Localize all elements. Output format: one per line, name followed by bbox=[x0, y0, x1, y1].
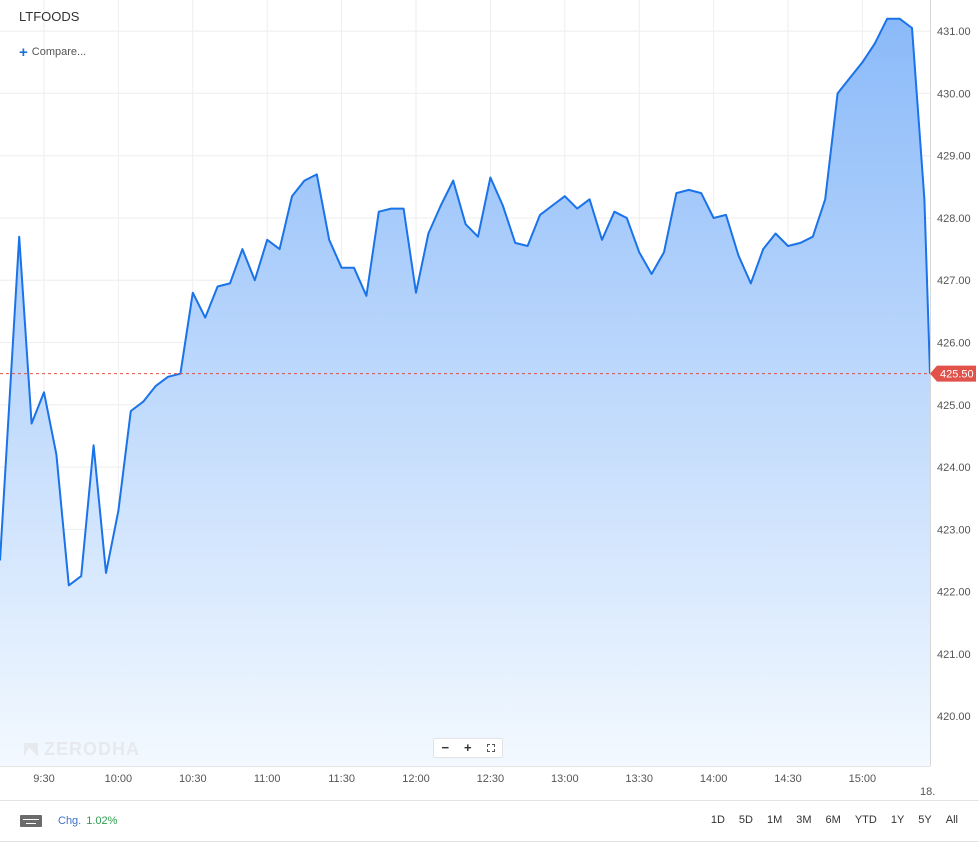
chart-area[interactable]: 420.00 421.00 422.00 423.00 424.00 425.00 426.… bbox=[0, 0, 979, 800]
compare-label: Compare... bbox=[31, 46, 87, 58]
x-tick-label: 12:30 bbox=[477, 773, 505, 785]
y-tick-label: 426.00 bbox=[937, 338, 971, 350]
change-value: 1.02% bbox=[86, 815, 118, 827]
chart-footer: Chg. 1.02% 1D 5D 1M 3M 6M YTD 1Y 5Y All bbox=[0, 800, 979, 842]
price-chart[interactable]: 420.00 421.00 422.00 423.00 424.00 425.00 426.… bbox=[0, 0, 979, 800]
last-price-label: 425.50 bbox=[940, 369, 974, 381]
range-button-1d[interactable]: 1D bbox=[710, 814, 725, 826]
x-tick-label: 15:00 bbox=[849, 773, 877, 785]
price-line bbox=[0, 17, 931, 587]
last-price-badge bbox=[930, 365, 976, 382]
y-tick-label: 424.00 bbox=[937, 462, 971, 474]
zoom-out-button[interactable]: − bbox=[441, 740, 450, 755]
range-button-ytd[interactable]: YTD bbox=[854, 814, 877, 826]
zerodha-logo-icon bbox=[24, 742, 38, 757]
change-indicator: Chg. 1.02% bbox=[58, 815, 117, 827]
watermark-text: ZERODHA bbox=[44, 739, 140, 759]
x-tick-label: 13:30 bbox=[625, 773, 653, 785]
range-selector: 1D 5D 1M 3M 6M YTD 1Y 5Y All bbox=[704, 814, 965, 826]
change-label: Chg. bbox=[58, 815, 82, 827]
y-tick-label: 430.00 bbox=[937, 88, 971, 100]
x-tick-label: 14:00 bbox=[700, 773, 728, 785]
range-button-all[interactable]: All bbox=[945, 814, 958, 826]
y-tick-label: 425.00 bbox=[937, 400, 971, 412]
x-tick-label: 10:00 bbox=[105, 773, 133, 785]
x-tick-label: 11:00 bbox=[254, 773, 281, 785]
x-tick-label: 9:30 bbox=[33, 773, 54, 785]
y-tick-label: 427.00 bbox=[937, 275, 971, 287]
x-tick-label: 12:00 bbox=[402, 773, 430, 785]
price-area bbox=[0, 18, 930, 766]
range-button-1m[interactable]: 1M bbox=[766, 814, 783, 826]
range-button-6m[interactable]: 6M bbox=[825, 814, 841, 826]
plus-icon: + bbox=[19, 43, 28, 61]
zoom-in-button[interactable]: + bbox=[464, 740, 472, 755]
fullscreen-icon[interactable] bbox=[486, 744, 495, 752]
symbol-title: LTFOODS bbox=[19, 9, 80, 24]
compare-button[interactable]: + Compare... bbox=[19, 43, 87, 61]
y-tick-label: 431.00 bbox=[937, 26, 971, 38]
range-button-5y[interactable]: 5Y bbox=[918, 814, 932, 826]
x-edge-label: 18. bbox=[920, 786, 935, 798]
range-button-5d[interactable]: 5D bbox=[738, 814, 753, 826]
y-tick-label: 428.00 bbox=[937, 213, 971, 225]
zoom-controls: − + bbox=[433, 738, 503, 758]
x-tick-label: 11:30 bbox=[328, 773, 355, 785]
watermark: ZERODHA bbox=[24, 739, 140, 760]
y-tick-label: 429.00 bbox=[937, 151, 971, 163]
range-button-1y[interactable]: 1Y bbox=[890, 814, 905, 826]
y-tick-label: 423.00 bbox=[937, 524, 971, 536]
keyboard-icon[interactable] bbox=[20, 815, 42, 827]
y-tick-label: 422.00 bbox=[937, 587, 971, 599]
y-tick-label: 420.00 bbox=[937, 711, 971, 723]
x-tick-label: 13:00 bbox=[551, 773, 579, 785]
range-button-3m[interactable]: 3M bbox=[796, 814, 812, 826]
y-tick-label: 421.00 bbox=[937, 649, 971, 661]
x-tick-label: 10:30 bbox=[179, 773, 207, 785]
x-tick-label: 14:30 bbox=[774, 773, 802, 785]
